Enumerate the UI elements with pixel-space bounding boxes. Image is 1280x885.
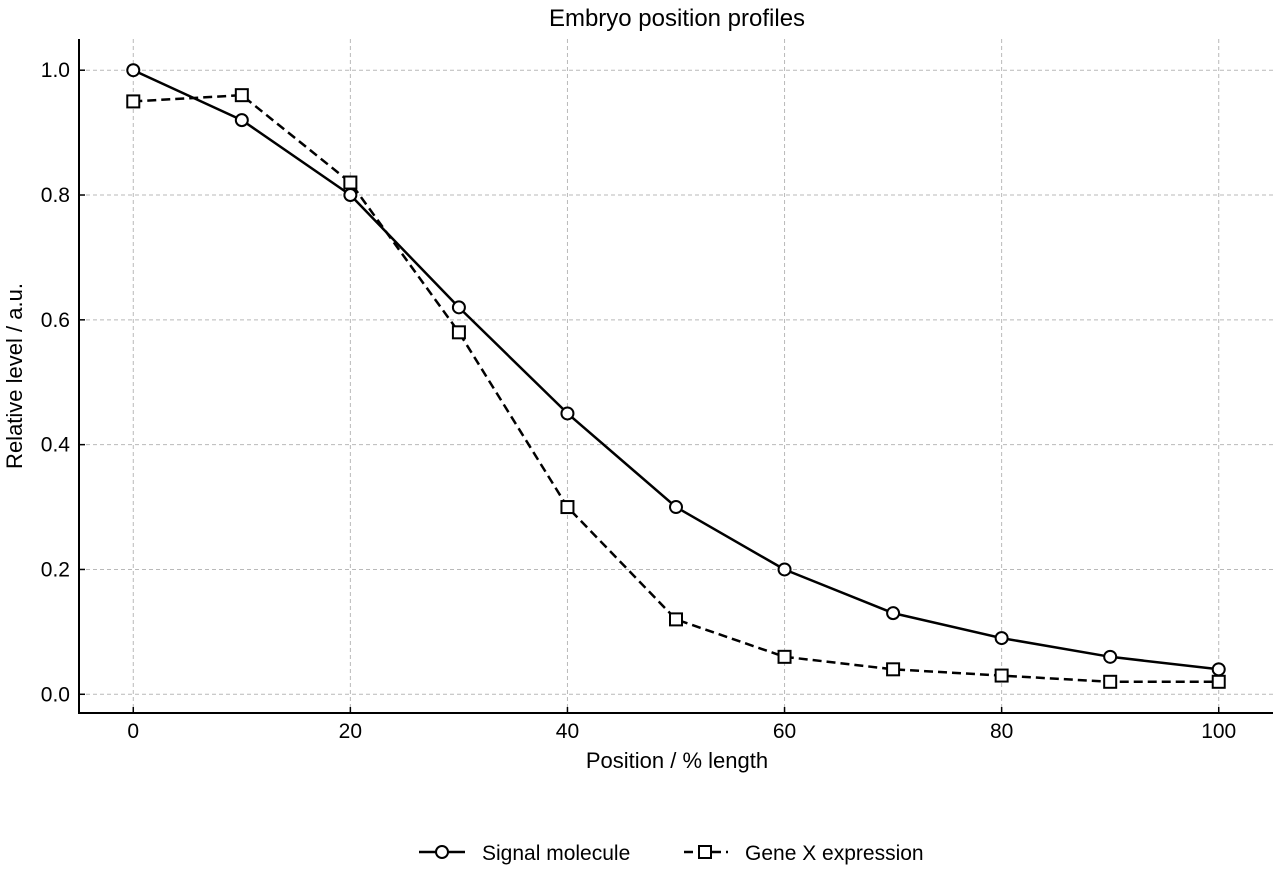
- data-point-circle: [560, 406, 575, 421]
- data-point-square: [994, 668, 1009, 683]
- series-line-gene-x-expression: [133, 93, 1219, 684]
- series-gene-x-expression: [126, 88, 1226, 689]
- x-tick-label: 40: [556, 720, 579, 743]
- x-axis-label: Position / % length: [586, 748, 768, 773]
- data-point-circle: [777, 562, 792, 577]
- legend-item-gene-x-expression: Gene X expression: [684, 842, 924, 865]
- y-axis-label: Relative level / a.u.: [2, 283, 27, 469]
- series-signal-molecule: [126, 63, 1226, 677]
- x-tick-label: 80: [990, 720, 1013, 743]
- data-point-square: [669, 612, 683, 627]
- data-point-square: [126, 94, 141, 109]
- legend-label-gene-x-expression: Gene X expression: [745, 842, 924, 865]
- data-point-circle: [451, 300, 466, 315]
- data-point-square: [234, 88, 249, 103]
- data-point-square: [560, 500, 575, 515]
- data-point-square: [777, 649, 792, 664]
- series: [126, 63, 1226, 689]
- data-point-circle: [886, 606, 901, 621]
- data-point-square: [343, 175, 358, 190]
- legend-item-signal-molecule: Signal molecule: [419, 842, 630, 865]
- axes: [78, 39, 1273, 714]
- data-point-circle: [126, 63, 141, 78]
- x-tick-label: 0: [127, 720, 139, 743]
- series-line-signal-molecule: [132, 69, 1219, 671]
- grid: [79, 39, 1273, 713]
- data-point-circle: [1103, 649, 1118, 664]
- data-point-circle: [994, 631, 1009, 646]
- y-tick-label: 1.0: [41, 59, 70, 82]
- legend-circle-marker: [435, 845, 449, 859]
- y-tick-label: 0.0: [41, 683, 70, 706]
- data-point-square: [1103, 674, 1118, 689]
- legend: Signal molecule Gene X expression: [419, 842, 924, 865]
- data-point-square: [451, 325, 466, 340]
- y-axis-ticks: 0.0 0.2 0.4 0.6 0.8 1.0: [41, 59, 85, 706]
- axis-spines: [78, 39, 1273, 714]
- y-tick-label: 0.8: [41, 184, 70, 207]
- data-point-square: [1211, 674, 1226, 689]
- chart-title: Embryo position profiles: [549, 5, 805, 32]
- data-point-square: [886, 662, 901, 677]
- y-tick-label: 0.4: [41, 434, 71, 457]
- data-point-circle: [1211, 662, 1226, 677]
- data-point-circle: [234, 113, 249, 128]
- x-axis-ticks: 0 20 40 60 80 100: [127, 707, 1236, 743]
- x-tick-label: 60: [773, 720, 796, 743]
- y-tick-label: 0.2: [41, 558, 70, 581]
- data-point-circle: [343, 188, 358, 203]
- data-point-circle: [669, 500, 683, 515]
- legend-square-marker: [698, 845, 712, 859]
- x-tick-label: 100: [1201, 720, 1236, 743]
- x-tick-label: 20: [339, 720, 362, 743]
- legend-label-signal-molecule: Signal molecule: [482, 842, 630, 865]
- y-tick-label: 0.6: [41, 309, 70, 332]
